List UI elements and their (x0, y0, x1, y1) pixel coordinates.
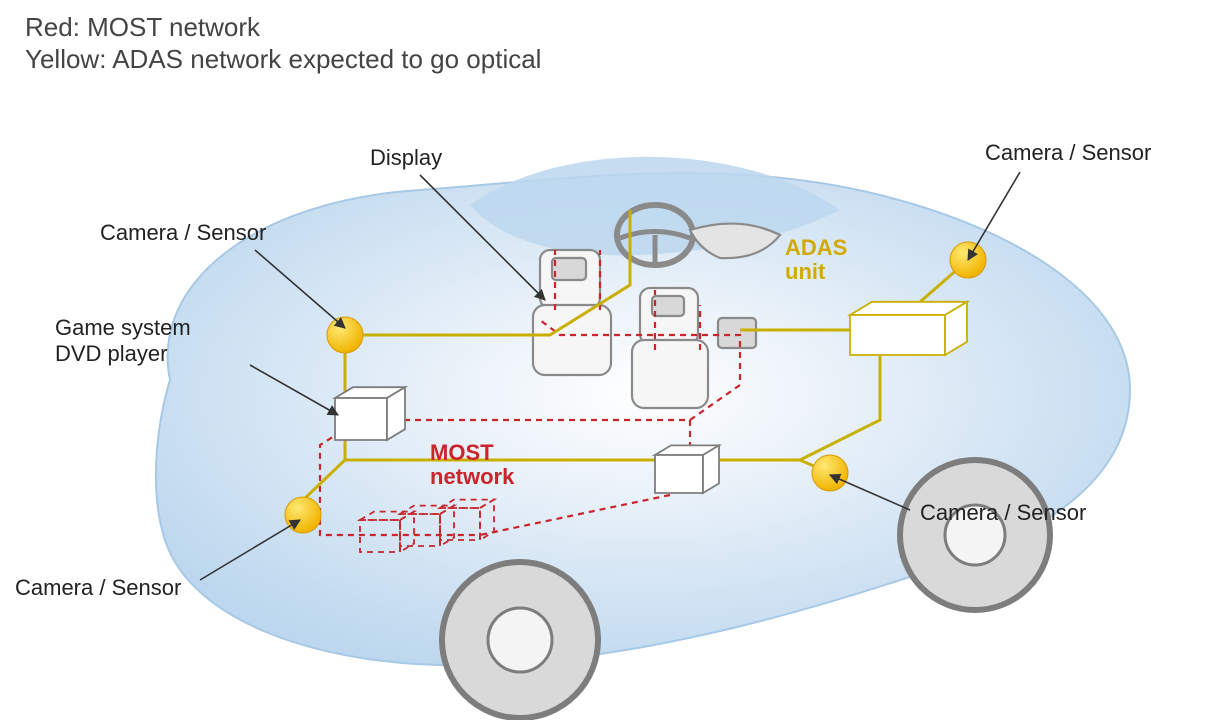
svg-text:Game system: Game system (55, 315, 191, 340)
adas-label-2: unit (785, 259, 826, 284)
seat-front-left (533, 250, 611, 375)
svg-text:Camera / Sensor: Camera / Sensor (920, 500, 1086, 525)
svg-text:DVD player: DVD player (55, 341, 167, 366)
wheel-rear (900, 460, 1050, 610)
wheel-front (442, 562, 598, 718)
svg-text:Display: Display (370, 145, 442, 170)
legend-line2: Yellow: ADAS network expected to go opti… (25, 44, 541, 74)
svg-text:Camera / Sensor: Camera / Sensor (15, 575, 181, 600)
adas-label-1: ADAS (785, 235, 847, 260)
legend-line1: Red: MOST network (25, 12, 261, 42)
most-label-1: MOST (430, 440, 494, 465)
most-label-2: network (430, 464, 515, 489)
svg-text:Camera / Sensor: Camera / Sensor (100, 220, 266, 245)
svg-text:Camera / Sensor: Camera / Sensor (985, 140, 1151, 165)
